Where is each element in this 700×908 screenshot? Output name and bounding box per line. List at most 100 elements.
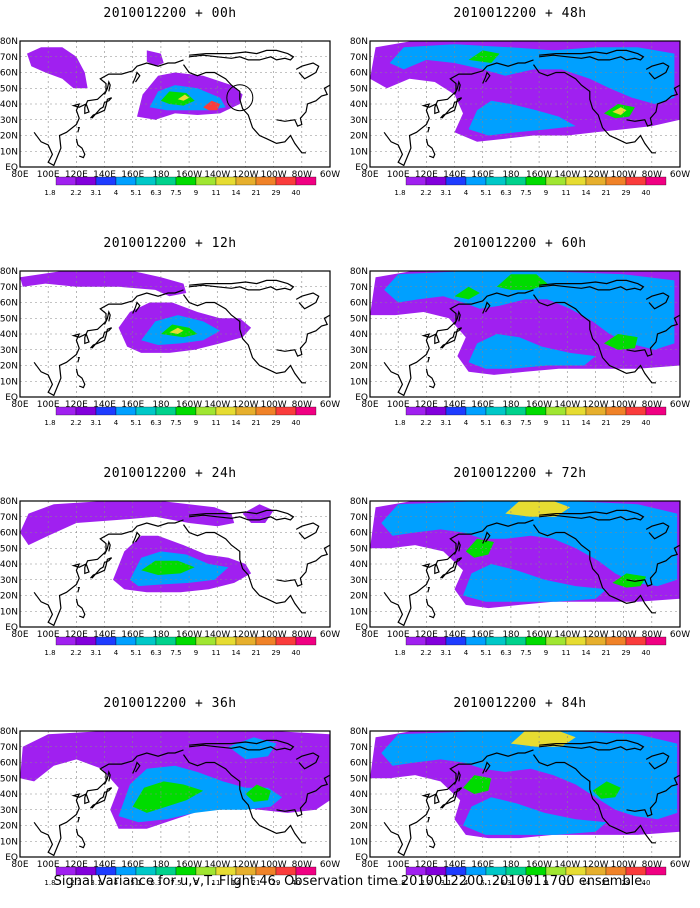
latitude-label: 20N bbox=[350, 822, 368, 832]
latitude-label: 70N bbox=[0, 743, 18, 753]
longitude-label: 180 bbox=[152, 630, 169, 640]
colorbar-swatch bbox=[425, 176, 447, 186]
colorbar-label: 4 bbox=[464, 649, 469, 657]
colorbar-swatch bbox=[275, 176, 297, 186]
latitude-label: 40N bbox=[0, 330, 18, 340]
latitude-label: 30N bbox=[350, 346, 368, 356]
variance-contour bbox=[203, 100, 221, 111]
longitude-label: 180 bbox=[152, 860, 169, 870]
longitude-label: 160E bbox=[471, 170, 494, 180]
colorbar-label: 11 bbox=[562, 879, 571, 887]
colorbar: 1.8 2.2 3.1 4 5.1 6.3 7.5 9 11 14 21 29 40 bbox=[44, 636, 317, 657]
colorbar-swatch bbox=[565, 406, 587, 416]
colorbar-label: 1.8 bbox=[394, 419, 405, 427]
colorbar-label: 21 bbox=[252, 419, 261, 427]
colorbar-swatch bbox=[95, 406, 117, 416]
colorbar-swatch bbox=[465, 176, 487, 186]
longitude-label: 100W bbox=[611, 400, 637, 410]
colorbar-label: 11 bbox=[562, 419, 571, 427]
colorbar-label: 1.8 bbox=[394, 649, 405, 657]
colorbar-swatch bbox=[235, 406, 257, 416]
latitude-label: 40N bbox=[0, 790, 18, 800]
longitude-label: 140W bbox=[204, 860, 230, 870]
colorbar-label: 29 bbox=[622, 879, 631, 887]
longitude-label: 80E bbox=[11, 630, 28, 640]
colorbar-swatch bbox=[585, 176, 607, 186]
colorbar-swatch bbox=[255, 406, 277, 416]
colorbar-label: 40 bbox=[642, 419, 651, 427]
colorbar: 1.8 2.2 3.1 4 5.1 6.3 7.5 9 11 14 21 29 40 bbox=[394, 636, 667, 657]
figure-caption: Signal Variance for u,v,T. Flight 46. Ob… bbox=[53, 874, 647, 889]
longitude-label: 160E bbox=[121, 860, 144, 870]
colorbar-swatch bbox=[525, 636, 547, 646]
colorbar-label: 7.5 bbox=[170, 419, 181, 427]
colorbar-swatch bbox=[195, 636, 217, 646]
colorbar-swatch bbox=[215, 406, 237, 416]
longitude-label: 120E bbox=[415, 860, 438, 870]
longitude-label: 160W bbox=[176, 170, 202, 180]
colorbar-swatch bbox=[175, 636, 197, 646]
latitude-label: 20N bbox=[0, 362, 18, 372]
latitude-label: 80N bbox=[0, 267, 18, 277]
forecast-panel: 2010012200 + 60h 80N 70N 60N 50N 40N 30N 20N 10N… bbox=[350, 230, 690, 448]
longitude-label: 80E bbox=[361, 630, 378, 640]
colorbar-swatch bbox=[155, 176, 177, 186]
colorbar-label: 3.1 bbox=[90, 879, 101, 887]
colorbar-label: 9 bbox=[194, 649, 198, 657]
colorbar-label: 2.2 bbox=[70, 879, 81, 887]
panel-title: 2010012200 + 72h bbox=[453, 466, 587, 481]
colorbar-label: 40 bbox=[642, 189, 651, 197]
colorbar-label: 7.5 bbox=[520, 649, 531, 657]
colorbar-swatch bbox=[255, 176, 277, 186]
variance-contour bbox=[510, 731, 576, 747]
latitude-label: 50N bbox=[350, 314, 368, 324]
colorbar-swatch bbox=[645, 406, 667, 416]
colorbar-label: 29 bbox=[272, 189, 281, 197]
colorbar-swatch bbox=[645, 176, 667, 186]
colorbar-swatch bbox=[235, 176, 257, 186]
latitude-label: 70N bbox=[350, 743, 368, 753]
latitude-label: 80N bbox=[350, 37, 368, 47]
colorbar-label: 9 bbox=[544, 419, 548, 427]
forecast-panel: 2010012200 + 12h 80N 70N 60N 50N 40N 30N 20N 10N… bbox=[0, 230, 340, 448]
longitude-label: 80W bbox=[642, 170, 662, 180]
colorbar-swatch bbox=[445, 636, 467, 646]
longitude-label: 60W bbox=[320, 860, 340, 870]
colorbar-label: 1.8 bbox=[44, 189, 55, 197]
colorbar-swatch bbox=[645, 636, 667, 646]
colorbar-label: 4 bbox=[114, 879, 119, 887]
colorbar-swatch bbox=[175, 406, 197, 416]
colorbar-label: 9 bbox=[544, 649, 548, 657]
colorbar-label: 3.1 bbox=[440, 419, 451, 427]
latitude-label: 10N bbox=[0, 837, 18, 847]
colorbar-label: 14 bbox=[582, 419, 591, 427]
colorbar-label: 6.3 bbox=[500, 879, 511, 887]
longitude-label: 100E bbox=[37, 400, 60, 410]
colorbar-label: 7.5 bbox=[520, 189, 531, 197]
colorbar-swatch bbox=[425, 406, 447, 416]
colorbar-label: 40 bbox=[642, 649, 651, 657]
longitude-label: 160E bbox=[121, 170, 144, 180]
colorbar-label: 11 bbox=[212, 419, 221, 427]
longitude-label: 120W bbox=[232, 630, 258, 640]
variance-contour bbox=[160, 91, 195, 106]
latitude-label: 30N bbox=[0, 116, 18, 126]
latitude-label: 80N bbox=[0, 497, 18, 507]
colorbar: 1.8 2.2 3.1 4 5.1 6.3 7.5 9 11 14 21 29 40 bbox=[44, 406, 317, 427]
variance-contour bbox=[141, 560, 195, 575]
longitude-label: 120E bbox=[65, 630, 88, 640]
latitude-label: 40N bbox=[0, 100, 18, 110]
colorbar-swatch bbox=[565, 176, 587, 186]
longitude-label: 180 bbox=[502, 860, 519, 870]
colorbar-label: 2.2 bbox=[420, 879, 431, 887]
colorbar-swatch bbox=[405, 406, 427, 416]
colorbar-label: 9 bbox=[194, 879, 198, 887]
longitude-label: 100W bbox=[611, 630, 637, 640]
variance-contour bbox=[389, 44, 675, 104]
latitude-label: EQ bbox=[5, 393, 18, 403]
latitude-label: 30N bbox=[350, 576, 368, 586]
colorbar-swatch bbox=[255, 636, 277, 646]
longitude-label: 80E bbox=[361, 860, 378, 870]
